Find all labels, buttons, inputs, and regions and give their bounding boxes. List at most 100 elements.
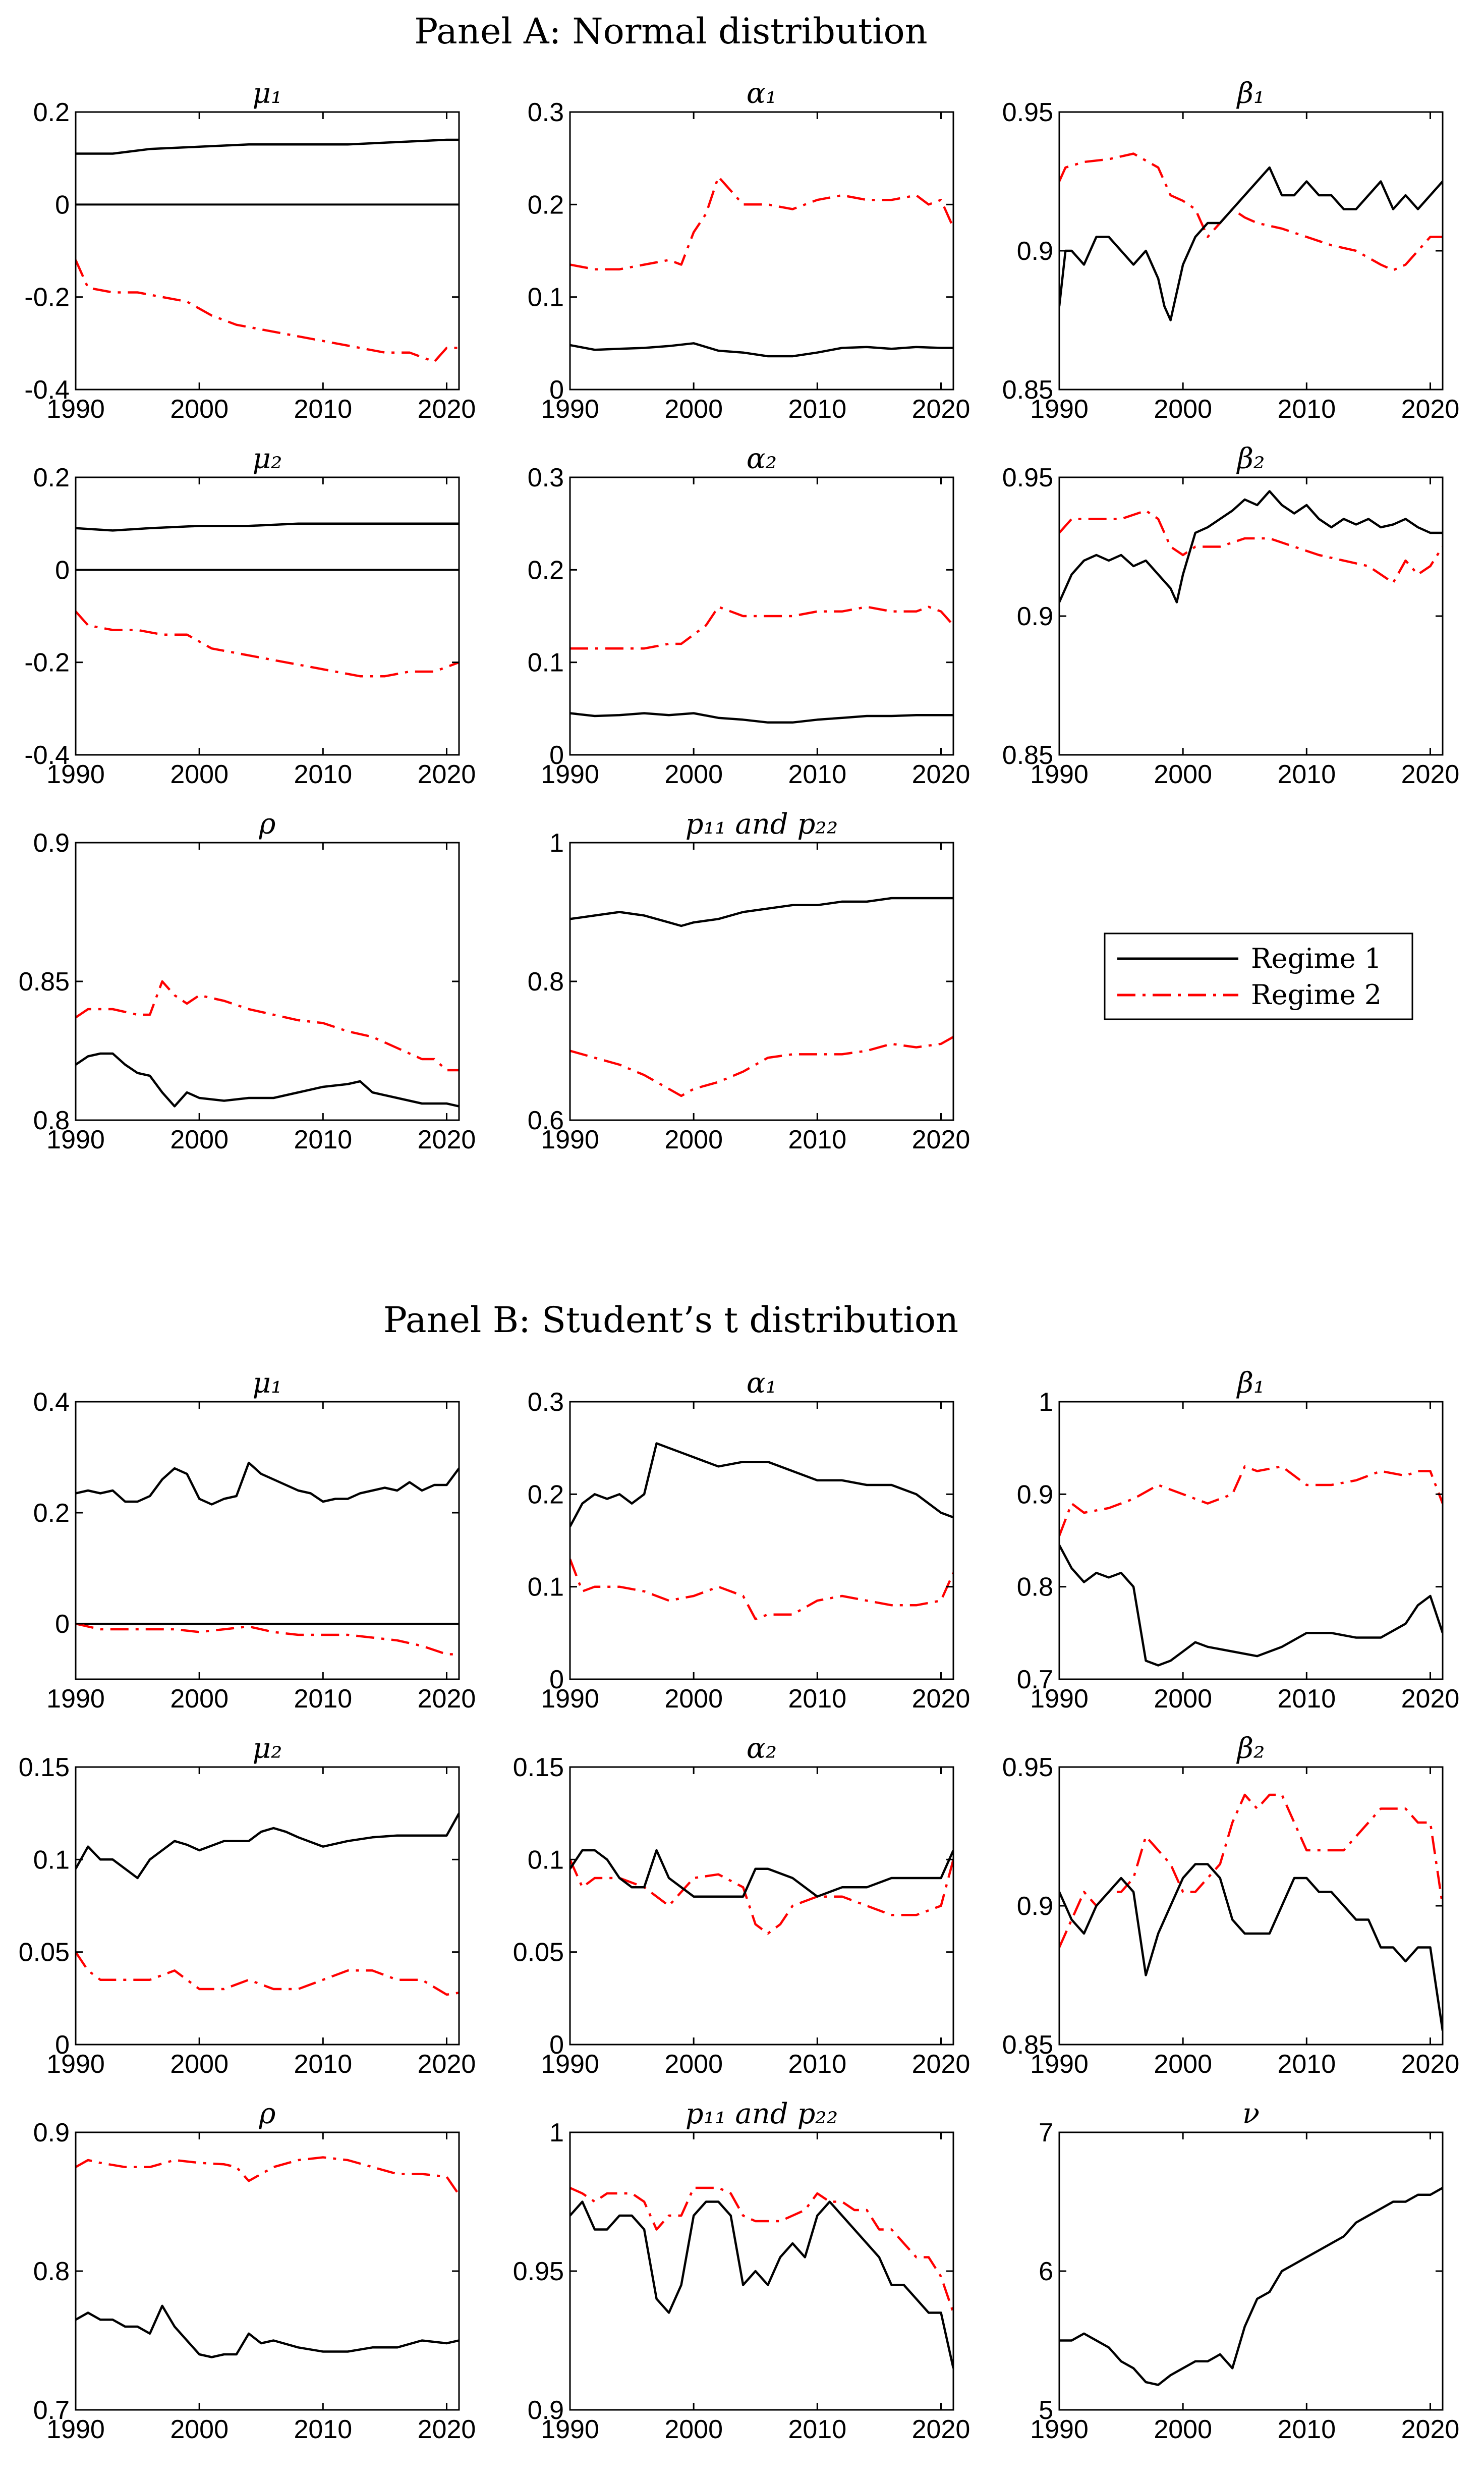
x-tick-label: 1990 <box>541 1684 599 1714</box>
subplot-grid: μ₁ 1990 2000 2010 2020 -0.4 -0.2 0 0.2 α₁ 1990 2000… <box>19 77 1460 2444</box>
y-tick-label: 0 <box>549 2030 564 2060</box>
series-line-1 <box>570 712 953 724</box>
x-tick-label: 2000 <box>664 2415 723 2444</box>
y-tick-label: 0 <box>55 190 70 219</box>
axes-box <box>1058 111 1444 391</box>
x-tick-label: 2020 <box>418 1125 476 1154</box>
series-line-1 <box>76 522 459 532</box>
series-line-2 <box>76 259 459 363</box>
series-line-2 <box>570 605 953 650</box>
x-tick-label: 2020 <box>418 1684 476 1714</box>
y-tick-label: 0.7 <box>33 2396 70 2425</box>
subplot: α₁ 1990 2000 2010 2020 0 0.1 0.2 0.3 <box>528 1367 971 1714</box>
subplot: β₁ 1990 2000 2010 2020 0.7 0.8 0.9 1 <box>1017 1367 1460 1714</box>
y-tick-label: 0.1 <box>528 283 564 312</box>
x-tick-label: 2000 <box>664 1684 723 1714</box>
y-tick-label: 0.2 <box>33 98 70 127</box>
x-tick-label: 2020 <box>1401 760 1460 789</box>
x-tick-label: 2000 <box>170 760 229 789</box>
subplot: β₂ 1990 2000 2010 2020 0.85 0.9 0.95 <box>1002 1732 1460 2079</box>
series-line-1 <box>570 1849 953 1898</box>
y-tick-label: -0.4 <box>24 375 70 405</box>
subplot: ρ 1990 2000 2010 2020 0.8 0.85 0.9 <box>19 808 476 1154</box>
x-tick-label: 2010 <box>294 1684 352 1714</box>
subplot-title: α₂ <box>747 443 777 475</box>
series-line-1 <box>1059 490 1443 603</box>
subplot: μ₂ 1990 2000 2010 2020 0 0.05 0.1 0.15 <box>19 1732 476 2079</box>
x-tick-label: 2000 <box>170 1125 229 1154</box>
y-tick-label: 0 <box>549 1665 564 1694</box>
subplot: α₂ 1990 2000 2010 2020 0 0.1 0.2 0.3 <box>528 443 971 789</box>
x-tick-label: 2020 <box>1401 2415 1460 2444</box>
y-tick-label: 0.9 <box>1017 1480 1053 1509</box>
x-tick-label: 2000 <box>170 395 229 424</box>
y-tick-label: 0 <box>55 556 70 585</box>
y-tick-label: 0.9 <box>33 829 70 858</box>
x-tick-label: 2010 <box>1277 2050 1336 2079</box>
x-tick-label: 2020 <box>912 2415 971 2444</box>
axes-box <box>569 1401 954 1680</box>
x-tick-label: 1990 <box>46 2050 105 2079</box>
series-line-2 <box>76 2156 459 2196</box>
x-tick-label: 2010 <box>294 1125 352 1154</box>
legend-label-1: Regime 1 <box>1251 943 1382 974</box>
y-tick-label: 0.7 <box>1017 1665 1053 1694</box>
y-tick-label: 0.85 <box>1002 2030 1053 2060</box>
x-tick-label: 2020 <box>1401 2050 1460 2079</box>
subplot-title: μ₂ <box>253 443 282 475</box>
subplot-title: α₁ <box>747 77 777 110</box>
x-tick-label: 2010 <box>1277 760 1336 789</box>
x-tick-label: 2000 <box>170 2415 229 2444</box>
x-tick-label: 1990 <box>1030 760 1089 789</box>
y-tick-label: 0.2 <box>528 1480 564 1509</box>
axes-box <box>1058 1401 1444 1680</box>
x-tick-label: 2020 <box>912 760 971 789</box>
x-tick-label: 1990 <box>541 2050 599 2079</box>
x-tick-label: 2000 <box>1154 2415 1212 2444</box>
x-tick-label: 2000 <box>170 2050 229 2079</box>
axes-box <box>75 2131 460 2411</box>
subplot-title: ν <box>1242 2098 1260 2130</box>
y-tick-label: 1 <box>549 829 564 858</box>
panel-b-title: Panel B: Student’s t distribution <box>383 1299 958 1341</box>
y-tick-label: 0 <box>549 741 564 770</box>
y-tick-label: -0.4 <box>24 741 70 770</box>
y-tick-label: 0.1 <box>528 1573 564 1602</box>
series-line-2 <box>570 1558 953 1621</box>
series-line-2 <box>76 611 459 678</box>
y-tick-label: 0.15 <box>19 1753 70 1782</box>
series-line-1 <box>76 1812 459 1880</box>
subplot: ν 1990 2000 2010 2020 5 6 7 <box>1030 2098 1459 2444</box>
series-line-1 <box>570 2200 953 2368</box>
subplot-title: μ₁ <box>253 77 282 110</box>
subplot: ρ 1990 2000 2010 2020 0.7 0.8 0.9 <box>33 2098 476 2444</box>
series-line-2 <box>1059 1465 1443 1536</box>
x-tick-label: 2010 <box>788 1684 846 1714</box>
subplot: β₂ 1990 2000 2010 2020 0.85 0.9 0.95 <box>1002 443 1460 789</box>
y-tick-label: 5 <box>1039 2396 1053 2425</box>
x-tick-label: 2020 <box>912 395 971 424</box>
axes-box <box>75 476 460 756</box>
y-tick-label: 0.85 <box>1002 375 1053 405</box>
x-tick-label: 2010 <box>788 2050 846 2079</box>
series-line-2 <box>570 176 953 270</box>
x-tick-label: 1990 <box>541 760 599 789</box>
series-line-1 <box>570 1442 953 1527</box>
x-tick-label: 2000 <box>664 395 723 424</box>
y-tick-label: 0.15 <box>513 1753 564 1782</box>
series-line-1 <box>76 1461 459 1506</box>
x-tick-label: 2020 <box>1401 395 1460 424</box>
x-tick-label: 2020 <box>418 2050 476 2079</box>
x-tick-label: 2000 <box>664 760 723 789</box>
y-tick-label: 0.95 <box>1002 98 1053 127</box>
series-line-2 <box>1059 152 1443 271</box>
x-tick-label: 1990 <box>1030 2050 1089 2079</box>
y-tick-label: -0.2 <box>24 648 70 678</box>
x-tick-label: 1990 <box>46 395 105 424</box>
x-tick-label: 2010 <box>788 395 846 424</box>
subplot-title: β₁ <box>1236 77 1265 110</box>
series-line-2 <box>76 1951 459 1996</box>
y-tick-label: -0.2 <box>24 283 70 312</box>
y-tick-label: 0.2 <box>33 1499 70 1528</box>
